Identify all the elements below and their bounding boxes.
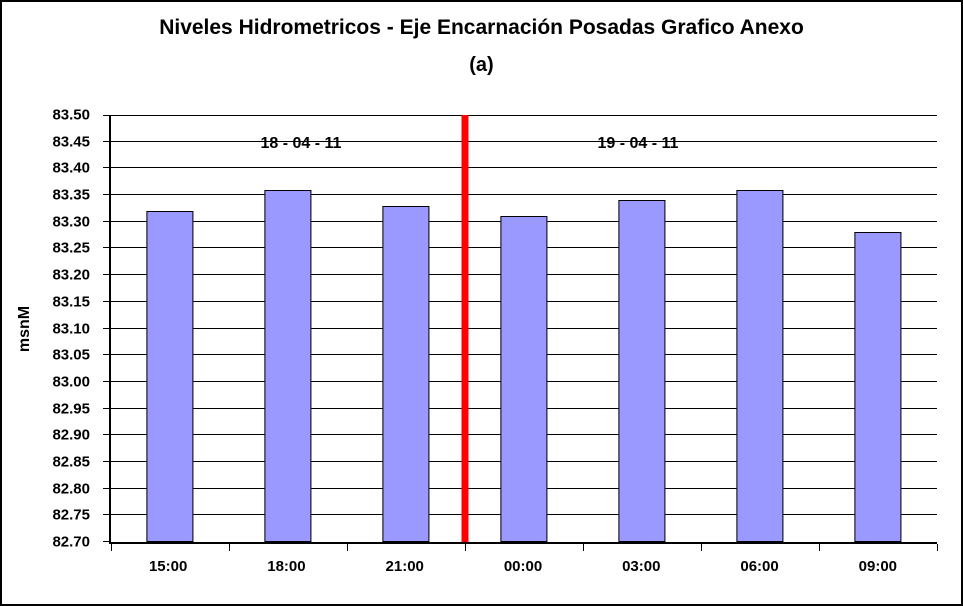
- y-tick-mark: [103, 140, 109, 142]
- x-tick-mark: [937, 544, 938, 551]
- gridline: [111, 115, 937, 116]
- y-tick-mark: [103, 247, 109, 249]
- x-tick-mark: [347, 544, 348, 551]
- bar: [854, 232, 902, 542]
- y-tick-label: 83.20: [52, 266, 90, 284]
- y-tick-label: 83.45: [52, 133, 90, 151]
- y-tick-mark: [103, 541, 109, 542]
- x-tick-label: 15:00: [148, 558, 188, 575]
- y-tick-mark: [103, 115, 109, 116]
- x-tick-label: 18:00: [267, 558, 306, 575]
- y-tick-mark: [103, 380, 109, 382]
- bar: [264, 189, 312, 542]
- plot-area: 18 - 04 - 11 19 - 04 - 11: [103, 115, 938, 551]
- y-tick-label: 82.70: [52, 533, 90, 551]
- x-tick-mark: [701, 544, 702, 551]
- gridline: [111, 140, 937, 142]
- y-tick-mark: [103, 354, 109, 356]
- y-tick-label: 83.15: [52, 293, 90, 311]
- gridline: [111, 167, 937, 169]
- x-tick-label: 21:00: [385, 558, 424, 575]
- y-tick-label: 83.10: [52, 320, 90, 337]
- x-tick-mark: [111, 544, 112, 551]
- y-tick-label: 83.50: [52, 106, 90, 124]
- chart-subtitle: (a): [469, 54, 494, 76]
- x-tick-label: 03:00: [622, 558, 661, 575]
- y-tick-mark: [103, 194, 109, 196]
- y-tick-mark: [103, 514, 109, 516]
- x-tick-label: 00:00: [503, 558, 543, 575]
- y-axis-ticks: 82.70 82.75 82.80 82.85 82.90 82.95 83.00 83.05…: [2, 107, 102, 551]
- chart-title: Niveles Hidrometricos - Eje Encarnación …: [159, 16, 804, 39]
- y-tick-label: 83.00: [52, 373, 90, 391]
- y-tick-mark: [103, 300, 109, 302]
- gridline: [111, 194, 937, 196]
- y-tick-mark: [103, 220, 109, 222]
- y-tick-mark: [103, 434, 109, 436]
- x-tick-label: 06:00: [740, 558, 779, 575]
- y-tick-label: 82.80: [52, 480, 90, 498]
- y-tick-mark: [103, 460, 109, 462]
- bar: [736, 189, 784, 542]
- y-tick-mark: [103, 407, 109, 409]
- y-tick-label: 83.35: [52, 186, 90, 204]
- date-annotation: 19 - 04 - 11: [597, 135, 679, 152]
- y-tick-label: 82.95: [52, 400, 90, 418]
- y-tick-mark: [103, 167, 109, 169]
- x-tick-mark: [465, 544, 466, 551]
- x-axis-ticks: 15:00 18:00 21:00 00:00 03:00 06:00 09:00: [109, 554, 937, 580]
- y-tick-label: 83.25: [52, 239, 90, 257]
- y-tick-mark: [103, 487, 109, 489]
- y-tick-label: 83.40: [52, 159, 90, 177]
- date-annotation: 18 - 04 - 11: [260, 135, 342, 152]
- bar: [618, 200, 666, 542]
- y-tick-label: 83.30: [52, 213, 90, 231]
- date-separator-line: [461, 115, 469, 542]
- y-tick-label: 82.75: [52, 506, 90, 524]
- x-tick-mark: [229, 544, 230, 551]
- y-tick-mark: [103, 274, 109, 276]
- bar: [382, 205, 430, 542]
- y-tick-label: 83.05: [52, 346, 90, 364]
- x-tick-mark: [583, 544, 584, 551]
- bar: [146, 211, 194, 542]
- bar: [500, 216, 548, 542]
- y-tick-mark: [103, 327, 109, 329]
- y-tick-label: 82.85: [52, 453, 90, 471]
- x-tick-label: 09:00: [858, 558, 898, 575]
- y-tick-label: 82.90: [52, 426, 90, 444]
- x-tick-mark: [819, 544, 820, 551]
